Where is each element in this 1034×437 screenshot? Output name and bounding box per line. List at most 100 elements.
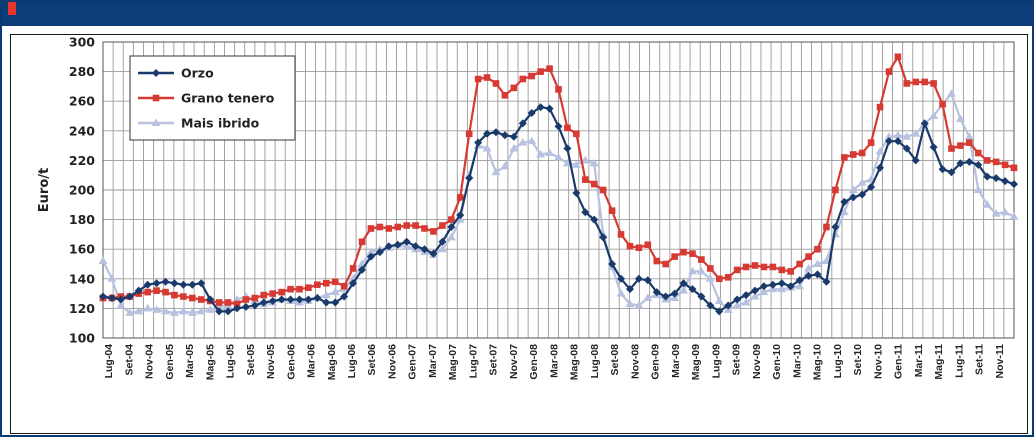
y-tick-label: 160 [69,242,95,257]
data-point-orzo [956,159,965,168]
x-tick-label: Lug-07 [467,344,479,379]
x-tick-label: Mar-09 [670,344,682,378]
data-point-orzo [884,137,893,146]
data-point-mais-ibrido [679,286,689,294]
data-point-orzo [858,190,867,199]
data-point-mais-ibrido [741,297,751,306]
data-point-mais-ibrido [893,130,903,139]
data-point-grano-tenero [412,222,419,229]
title-band [2,2,1034,26]
x-tick-label: Set-05 [245,344,257,376]
x-tick-label: Mar-07 [427,344,439,378]
y-tick-label: 180 [69,212,95,227]
data-point-grano-tenero [689,250,696,257]
data-point-orzo [331,298,340,307]
data-point-mais-ibrido [509,144,519,152]
data-point-orzo [241,302,250,311]
data-point-orzo [768,280,777,289]
data-point-orzo [697,292,706,301]
data-point-grano-tenero [340,282,348,290]
data-point-grano-tenero [1010,164,1018,172]
data-point-grano-tenero [983,157,991,164]
data-point-grano-tenero [903,80,911,87]
data-point-orzo [688,285,697,294]
data-point-grano-tenero [635,244,643,252]
data-point-orzo [197,279,206,288]
data-point-mais-ibrido [571,160,581,168]
legend-label-grano-tenero: Grano tenero [181,91,275,106]
data-point-orzo [813,270,822,279]
data-point-orzo [125,292,134,301]
x-tick-label: Nov-08 [629,344,641,379]
data-point-grano-tenero [733,266,741,274]
data-point-orzo [670,289,679,298]
data-point-orzo [715,307,724,316]
data-point-grano-tenero [939,100,946,108]
data-point-grano-tenero [662,260,669,268]
data-point-orzo [581,208,590,217]
data-point-orzo [893,137,902,146]
plot-border [102,41,1015,339]
data-point-grano-tenero [322,279,330,287]
data-point-orzo [491,128,500,137]
data-point-grano-tenero [269,290,276,297]
data-point-mais-ibrido [759,287,769,296]
data-point-mais-ibrido [321,290,331,299]
data-point-mais-ibrido [973,185,983,193]
data-point-orzo [313,294,322,303]
data-point-mais-ibrido [857,178,867,186]
y-tick-label: 280 [69,64,95,79]
data-point-mais-ibrido [625,299,635,307]
x-tick-label: Lug-05 [225,344,237,379]
data-point-orzo [840,197,849,206]
data-point-orzo [724,301,733,310]
x-tick-label: Nov-10 [872,344,884,379]
x-tick-label: Gen-08 [528,344,540,380]
data-point-grano-tenero [233,300,241,308]
data-point-orzo [232,304,241,313]
data-point-grano-tenero [921,78,928,86]
data-point-mais-ibrido [527,136,537,145]
data-point-mais-ibrido [795,281,805,290]
data-point-mais-ibrido [491,167,501,176]
data-point-mais-ibrido [732,300,742,309]
data-point-orzo [250,301,259,310]
data-point-mais-ibrido [125,308,135,316]
data-point-mais-ibrido [991,209,1001,217]
data-point-orzo [938,165,947,174]
data-point-orzo [554,122,563,131]
data-point-orzo [134,286,143,295]
data-point-mais-ibrido [580,155,590,164]
data-point-orzo [750,286,759,295]
data-point-orzo [456,211,465,220]
data-point-mais-ibrido [482,144,492,152]
data-point-grano-tenero [867,139,875,146]
data-point-grano-tenero [287,285,294,293]
x-tick-label: Mag-11 [933,344,945,380]
data-point-grano-tenero [439,222,446,229]
data-point-mais-ibrido [946,89,956,97]
data-point-mais-ibrido [330,287,340,296]
data-point-orzo [188,280,197,289]
data-point-grano-tenero [787,268,795,275]
data-point-mais-ibrido [616,289,626,297]
data-point-orzo [179,280,188,289]
data-point-mais-ibrido [964,132,974,140]
y-tick-label: 140 [69,271,95,286]
data-point-grano-tenero [841,154,848,161]
data-point-mais-ibrido [875,147,885,155]
data-point-orzo [974,160,983,169]
data-point-mais-ibrido [696,266,706,275]
data-point-grano-tenero [974,149,982,157]
data-point-orzo [340,292,349,301]
x-tick-label: Mag-08 [569,344,581,380]
data-point-mais-ibrido [446,232,456,241]
data-point-grano-tenero [1001,161,1009,169]
data-point-mais-ibrido [98,256,108,265]
data-point-grano-tenero [912,78,920,86]
data-point-grano-tenero [957,142,964,149]
data-point-grano-tenero [876,103,884,111]
data-point-mais-ibrido [777,284,787,293]
data-point-orzo [929,143,938,152]
data-point-mais-ibrido [187,308,197,316]
